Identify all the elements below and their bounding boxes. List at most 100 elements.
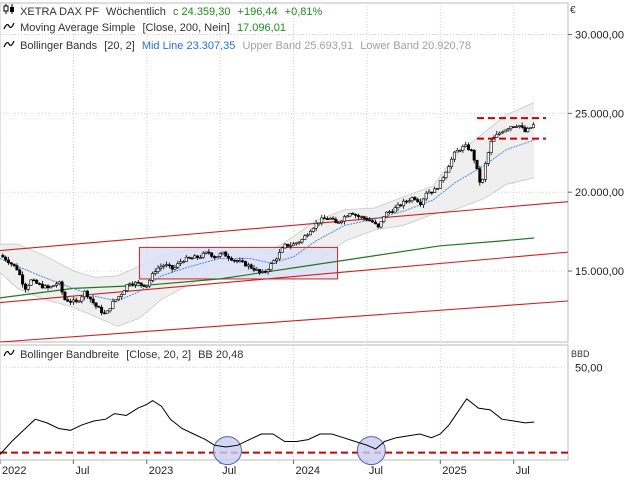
- candle-body: [526, 128, 530, 133]
- candle-body: [433, 188, 437, 193]
- candle-body: [181, 261, 185, 263]
- candle-body: [475, 159, 479, 169]
- candle-body: [438, 180, 442, 189]
- candle-body: [252, 267, 256, 271]
- ma-label: Moving Average Simple: [20, 22, 136, 34]
- candle-body: [91, 298, 95, 304]
- candle-body: [49, 286, 53, 289]
- ma-value: 17.096,01: [237, 22, 286, 34]
- candle-body: [204, 251, 208, 254]
- candle-body: [323, 217, 327, 220]
- candle-body: [162, 265, 166, 268]
- candle-body: [531, 124, 535, 129]
- candle-body: [108, 308, 112, 312]
- candle-body: [105, 310, 109, 314]
- candle-body: [430, 191, 434, 194]
- candle-body: [467, 144, 471, 151]
- candle-body: [331, 217, 335, 220]
- candle-body: [207, 251, 211, 254]
- candle-body: [410, 197, 414, 202]
- candle-body: [179, 261, 183, 264]
- candle-body: [85, 290, 89, 298]
- candle-body: [117, 296, 121, 300]
- trend-channel-line: [0, 251, 569, 304]
- bb-mid-value: Mid Line 23.307,35: [141, 40, 236, 52]
- candle-body: [354, 214, 358, 216]
- candle-body: [269, 263, 273, 271]
- candle-body: [495, 134, 499, 138]
- bb-label: Bollinger Bands: [20, 40, 98, 52]
- candle-body: [348, 212, 352, 217]
- candle-body: [362, 216, 366, 219]
- y-tick-label: 30.000,00: [575, 30, 624, 42]
- legend-row-bb: Bollinger Bands [20, 2] Mid Line 23.307,…: [3, 39, 471, 53]
- candle-body: [356, 215, 360, 217]
- candle-body: [232, 259, 236, 262]
- candle-body: [520, 125, 524, 128]
- candle-body: [77, 300, 81, 303]
- candle-body: [122, 290, 126, 295]
- candle-body: [190, 257, 194, 260]
- candle-body: [119, 294, 123, 297]
- candle-body: [373, 221, 377, 225]
- bb-lower-value: Lower Band 20.920,78: [360, 40, 471, 52]
- candle-body: [229, 257, 233, 261]
- trend-channel-line: [0, 300, 569, 343]
- candle-body: [371, 220, 375, 223]
- candle-body: [325, 218, 329, 220]
- candle-body: [150, 273, 154, 281]
- sub-legend-row: Bollinger Bandbreite [Close, 20, 2] BB 2…: [3, 348, 243, 362]
- currency-label: €: [570, 5, 576, 16]
- candle-body: [66, 299, 70, 302]
- candle-body: [6, 259, 10, 264]
- candle-body: [297, 241, 301, 244]
- y-tick-label: 20.000,00: [575, 187, 624, 199]
- candle-body: [272, 260, 276, 264]
- candle-body: [255, 269, 259, 271]
- candle-body: [60, 281, 64, 293]
- candle-body: [260, 271, 264, 273]
- candle-body: [176, 263, 180, 268]
- candle-body: [40, 283, 44, 289]
- candle-body: [187, 256, 191, 259]
- candle-body: [306, 234, 310, 237]
- last-price: c 24.359,30: [172, 6, 231, 18]
- candle-body: [102, 312, 106, 315]
- candle-body: [283, 243, 287, 249]
- candle-body: [294, 242, 298, 245]
- bollinger-band-area: [0, 102, 535, 327]
- candle-body: [215, 256, 219, 259]
- candle-body: [88, 296, 92, 300]
- candle-body: [359, 216, 363, 218]
- candle-body: [523, 127, 527, 133]
- candle-body: [447, 166, 451, 173]
- candle-body: [128, 283, 132, 286]
- ma200-line: [0, 237, 535, 299]
- candle-body: [388, 211, 392, 213]
- sub-axis-unit: BBD: [571, 349, 590, 359]
- candle-body: [404, 200, 408, 203]
- candle-body: [506, 128, 510, 131]
- candle-body: [1, 254, 5, 258]
- candle-body: [427, 191, 431, 194]
- candle-body: [213, 256, 217, 259]
- legend-row-ma: Moving Average Simple [Close, 200, Nein]…: [3, 21, 286, 35]
- candle-body: [18, 269, 22, 276]
- candle-body: [38, 283, 42, 285]
- candle-body: [515, 126, 519, 128]
- candle-body: [71, 299, 75, 303]
- candle-body: [379, 221, 383, 228]
- candle-body: [201, 252, 205, 258]
- candle-body: [365, 217, 369, 221]
- candle-body: [35, 279, 39, 284]
- candle-body: [435, 188, 439, 190]
- candle-body: [114, 299, 118, 302]
- candle-body: [529, 127, 533, 130]
- candle-body: [4, 256, 8, 261]
- bandwidth-line: [0, 398, 535, 455]
- candle-body: [455, 149, 459, 153]
- candle-body: [15, 265, 19, 271]
- candle-body: [159, 266, 163, 269]
- legend-row-instrument: XETRA DAX PF Wöchentlich c 24.359,30 +19…: [3, 3, 322, 19]
- candle-body: [9, 262, 13, 265]
